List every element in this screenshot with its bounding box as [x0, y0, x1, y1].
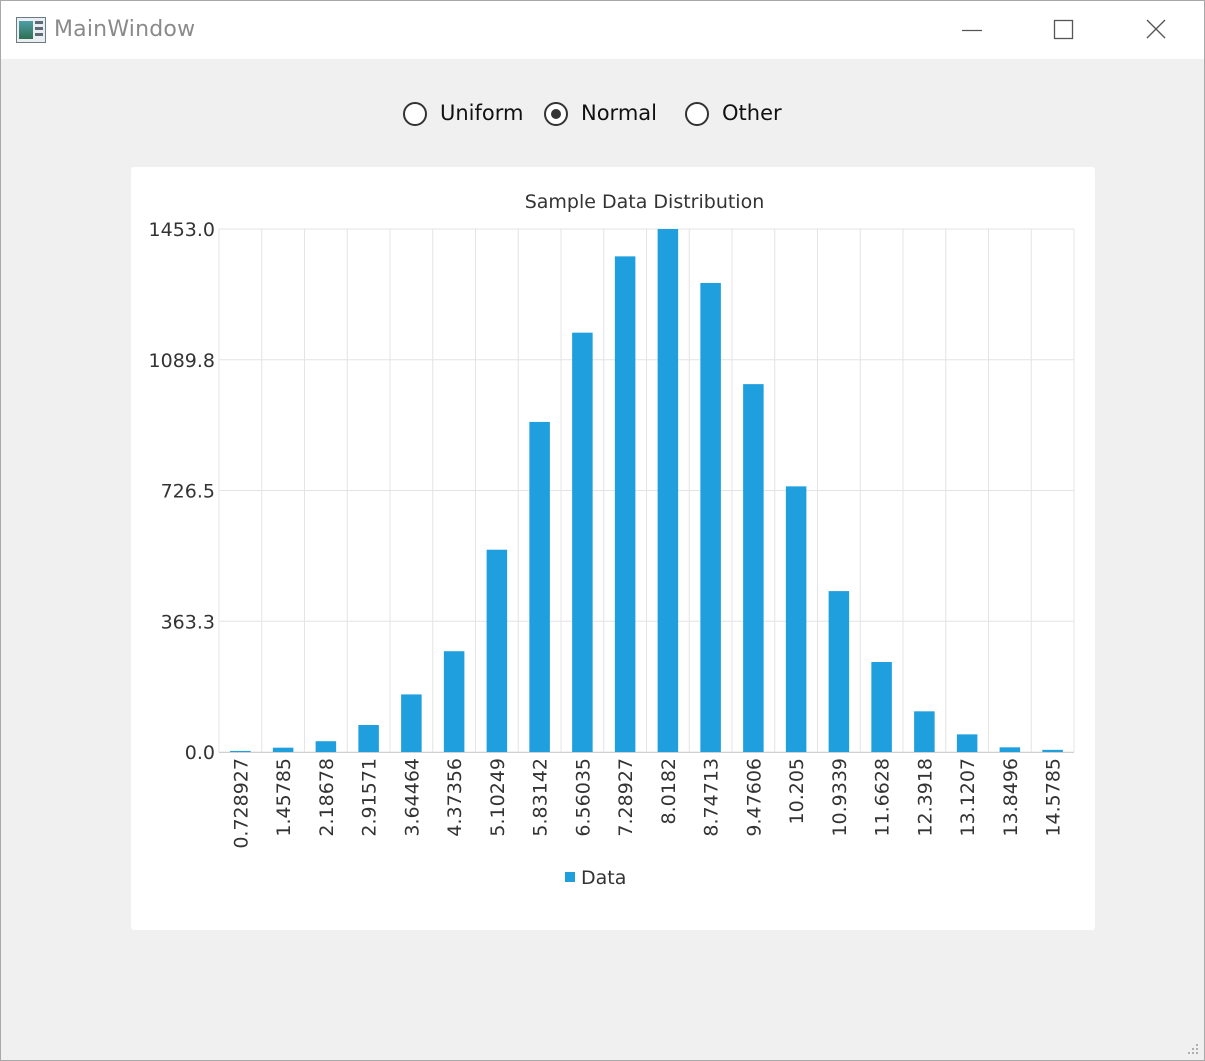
x-tick-label: 14.5785: [1043, 758, 1065, 837]
bar: [272, 747, 294, 752]
x-tick-label: 5.83142: [530, 758, 552, 837]
chart-title: Sample Data Distribution: [525, 191, 765, 213]
bar: [999, 747, 1021, 752]
y-tick-label: 726.5: [161, 481, 215, 503]
maximize-button[interactable]: [1017, 1, 1109, 59]
bar: [358, 725, 379, 752]
title-bar[interactable]: MainWindow: [1, 1, 1204, 59]
x-tick-label: 8.0182: [658, 758, 680, 824]
radio-other-label[interactable]: Other: [722, 101, 782, 125]
x-tick-label: 10.9339: [829, 758, 851, 837]
minimize-button[interactable]: [926, 1, 1018, 59]
bar: [1042, 749, 1063, 752]
y-tick-label: 0.0: [185, 742, 215, 764]
x-tick-label: 13.8496: [1000, 758, 1022, 837]
x-tick-label: 1.45785: [273, 758, 295, 837]
radio-normal-indicator[interactable]: [544, 102, 568, 126]
bar: [828, 591, 850, 752]
distribution-radio-group: Uniform Normal Other: [1, 101, 1204, 131]
x-tick-label: 11.6628: [872, 758, 894, 837]
bar: [230, 750, 251, 752]
bar: [914, 711, 935, 752]
bar: [315, 741, 337, 752]
bar: [871, 662, 892, 752]
x-tick-label: 9.47606: [743, 758, 765, 837]
bar: [529, 421, 550, 752]
x-tick-label: 13.1207: [957, 758, 979, 837]
x-tick-label: 7.28927: [615, 758, 637, 837]
window-title: MainWindow: [54, 17, 196, 42]
x-tick-label: 0.728927: [230, 758, 252, 849]
chart-view: Sample Data Distribution 0.0 363.3 726.5 108…: [131, 167, 1095, 930]
radio-checked-dot: [551, 109, 561, 119]
bar-chart: Sample Data Distribution 0.0 363.3 726.5 108…: [149, 191, 1075, 889]
bar: [956, 734, 978, 752]
y-tick-label: 1089.8: [149, 350, 215, 372]
resize-grip-icon[interactable]: [1188, 1044, 1200, 1056]
bar: [486, 549, 508, 752]
radio-other-indicator[interactable]: [685, 102, 709, 126]
minimize-icon: [962, 29, 982, 32]
x-tick-label: 6.56035: [572, 758, 594, 837]
x-tick-label: 2.18678: [316, 758, 338, 837]
central-widget: Uniform Normal Other Sample Data Distrib…: [1, 59, 1204, 1060]
x-tick-label: 8.74713: [701, 758, 723, 837]
x-tick-label: 5.10249: [487, 758, 509, 837]
legend-label: Data: [581, 867, 626, 889]
x-tick-label: 3.64464: [401, 758, 423, 837]
radio-uniform-indicator[interactable]: [403, 102, 427, 126]
radio-normal-label[interactable]: Normal: [581, 101, 657, 125]
bar: [614, 256, 636, 752]
bar: [743, 384, 764, 752]
y-tick-label: 363.3: [161, 611, 215, 633]
radio-uniform-label[interactable]: Uniform: [440, 101, 524, 125]
legend-marker: [565, 872, 575, 882]
bar: [657, 229, 679, 752]
x-tick-label: 2.91571: [359, 758, 381, 837]
bar: [443, 651, 465, 752]
maximize-icon: [1053, 19, 1074, 40]
close-button[interactable]: [1109, 1, 1201, 59]
y-tick-label: 1453.0: [149, 219, 215, 241]
bar: [401, 694, 422, 752]
x-tick-label: 4.37356: [444, 758, 466, 837]
bar: [572, 332, 593, 752]
x-tick-label: 12.3918: [914, 758, 936, 837]
app-icon: [16, 17, 46, 43]
close-icon: [1146, 19, 1166, 39]
x-tick-label: 10.205: [786, 758, 808, 824]
bar: [700, 282, 721, 752]
bar: [785, 486, 807, 752]
